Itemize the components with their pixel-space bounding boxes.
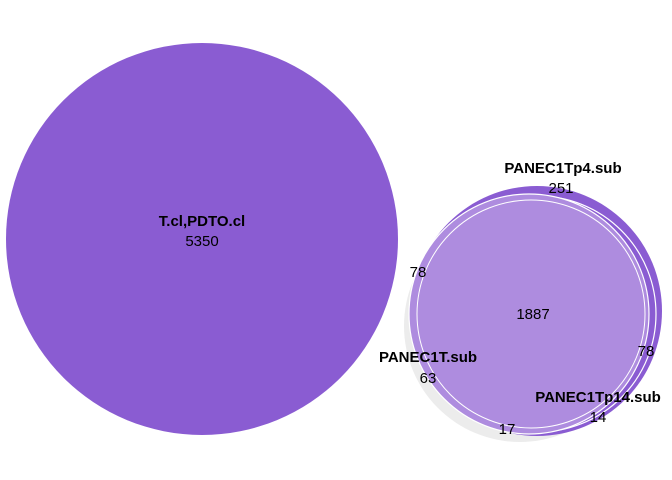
count-p4-and-t: 78	[410, 264, 427, 281]
count-tcl-pdto-only: 5350	[185, 233, 218, 250]
set-label-tcl-pdto: T.cl,PDTO.cl	[159, 213, 245, 230]
count-panec1tp14-only: 14	[590, 409, 607, 426]
venn-group-right: PANEC1Tp4.sub 251 78 1887 78 PANEC1T.sub…	[379, 160, 662, 442]
venn-group-left: T.cl,PDTO.cl 5350	[6, 43, 398, 435]
count-all-three: 1887	[516, 306, 549, 323]
inner-overlap-circle	[416, 199, 646, 429]
set-circle-tcl-pdto	[6, 43, 398, 435]
count-panec1t-only: 63	[420, 370, 437, 387]
set-label-panec1t: PANEC1T.sub	[379, 349, 477, 366]
set-label-panec1tp14: PANEC1Tp14.sub	[535, 389, 661, 406]
set-label-panec1tp4: PANEC1Tp4.sub	[504, 160, 621, 177]
count-panec1tp4-only: 251	[548, 180, 573, 197]
count-t-and-p14: 17	[499, 421, 516, 438]
count-p4-and-p14: 78	[638, 343, 655, 360]
